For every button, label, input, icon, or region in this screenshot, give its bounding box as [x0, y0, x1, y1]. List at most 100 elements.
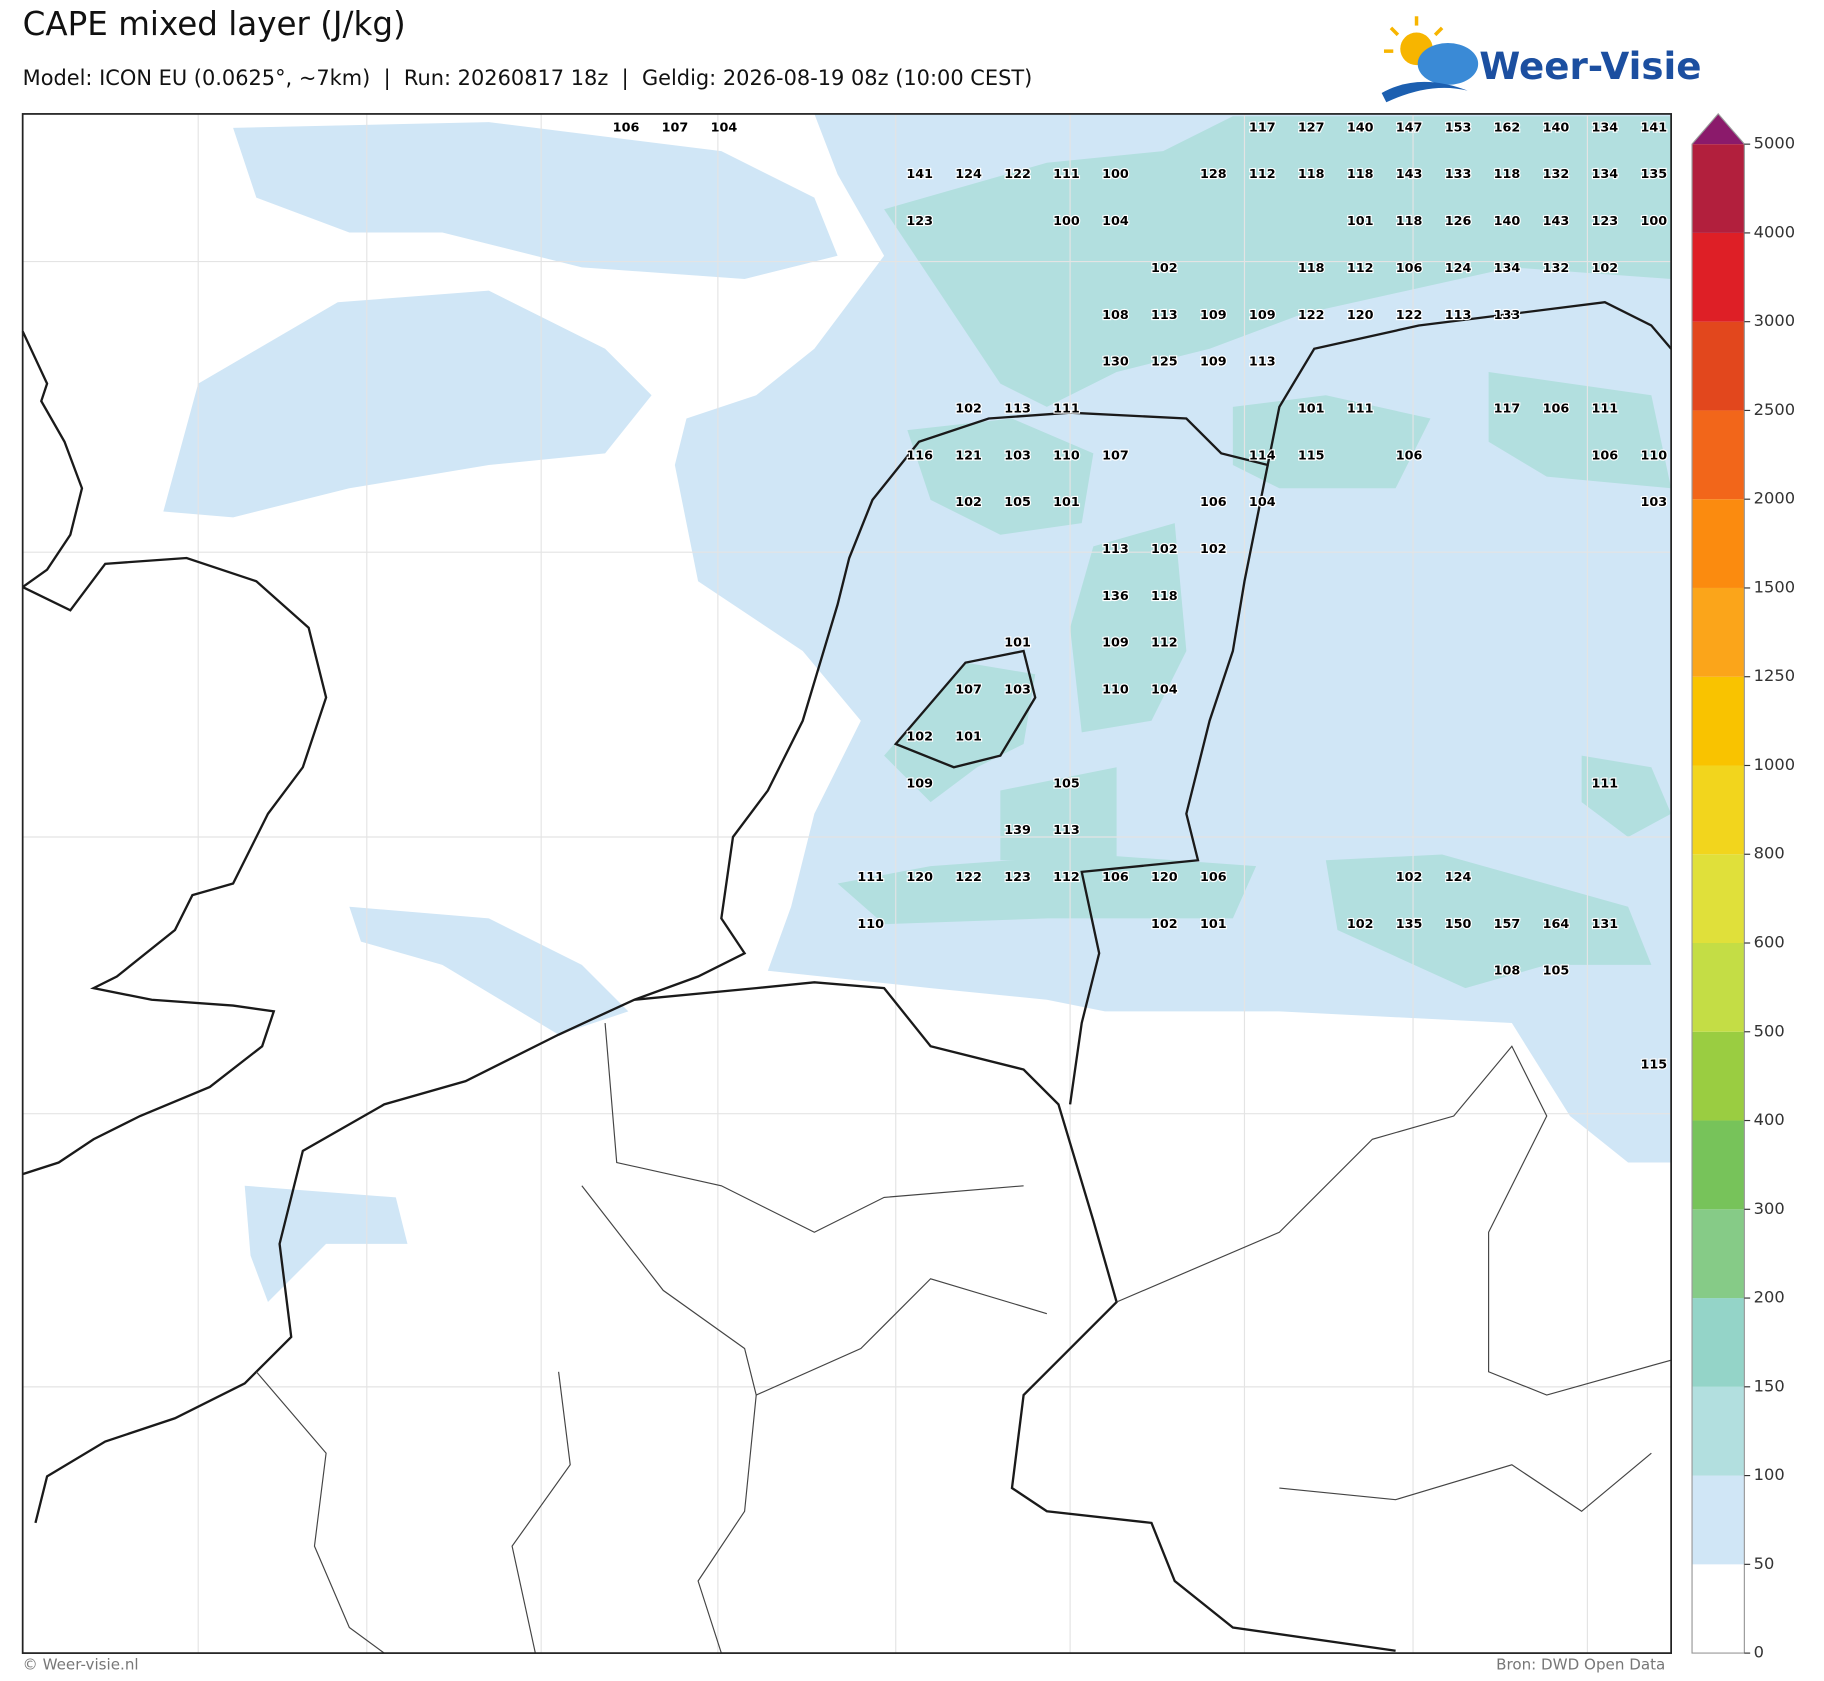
cape-value: 135 — [1640, 167, 1667, 182]
cape-value: 128 — [1200, 167, 1227, 182]
cape-value: 104 — [1249, 495, 1276, 510]
cape-value: 112 — [1053, 870, 1080, 885]
colorbar-band — [1692, 321, 1745, 411]
cape-value: 134 — [1592, 120, 1619, 135]
colorbar-band — [1692, 232, 1745, 322]
cape-value: 122 — [1004, 167, 1031, 182]
cape-value: 116 — [906, 448, 933, 463]
colorbar-band — [1692, 1031, 1745, 1121]
cape-value: 102 — [1396, 870, 1423, 885]
cape-value: 121 — [955, 448, 982, 463]
cape-value: 117 — [1249, 120, 1276, 135]
cape-value: 150 — [1445, 917, 1472, 932]
colorbar-band — [1692, 1209, 1745, 1299]
cape-value: 113 — [1004, 401, 1031, 416]
cape-value: 118 — [1298, 167, 1325, 182]
cape-value: 112 — [1151, 636, 1178, 651]
cape-value: 106 — [1592, 448, 1619, 463]
cape-value: 105 — [1543, 964, 1570, 979]
cape-value: 110 — [1053, 448, 1080, 463]
cape-value: 102 — [1592, 261, 1619, 276]
cape-value: 113 — [1249, 355, 1276, 370]
colorbar-tick-label: 1000 — [1754, 755, 1795, 774]
cape-value: 102 — [1200, 542, 1227, 557]
cape-value: 111 — [1347, 401, 1374, 416]
cape-value: 141 — [1640, 120, 1667, 135]
cape-value: 123 — [906, 214, 933, 229]
colorbar-tick-label: 3000 — [1754, 311, 1795, 330]
cape-value: 141 — [906, 167, 933, 182]
cape-value: 122 — [1298, 308, 1325, 323]
cape-value: 109 — [1200, 355, 1227, 370]
cape-value: 134 — [1592, 167, 1619, 182]
cape-value: 112 — [1249, 167, 1276, 182]
cape-value: 118 — [1396, 214, 1423, 229]
cape-value: 103 — [1004, 683, 1031, 698]
colorbar-tick-label: 1250 — [1754, 666, 1795, 685]
colorbar-tick-label: 1500 — [1754, 577, 1795, 596]
colorbar-tick-label: 150 — [1754, 1376, 1785, 1395]
logo: Weer-Visie — [1381, 16, 1701, 103]
cape-value: 153 — [1445, 120, 1472, 135]
cape-value: 113 — [1445, 308, 1472, 323]
cape-value: 157 — [1494, 917, 1521, 932]
cape-value: 112 — [1347, 261, 1374, 276]
cape-value: 101 — [1004, 636, 1031, 651]
colorbar-tick-label: 600 — [1754, 933, 1785, 952]
source: Bron: DWD Open Data — [1496, 1655, 1665, 1673]
cape-value: 107 — [1102, 448, 1129, 463]
cape-value: 111 — [857, 870, 884, 885]
cape-value: 102 — [1151, 917, 1178, 932]
cape-value: 140 — [1347, 120, 1374, 135]
colorbar-tick-label: 5000 — [1754, 134, 1795, 153]
colorbar-extend — [1692, 113, 1745, 145]
cape-value: 104 — [1102, 214, 1129, 229]
cape-value: 102 — [955, 495, 982, 510]
cape-value: 124 — [1445, 261, 1472, 276]
colorbar-band — [1692, 1564, 1745, 1654]
cape-value: 102 — [906, 729, 933, 744]
cape-value: 106 — [1200, 495, 1227, 510]
cape-value: 117 — [1494, 401, 1521, 416]
cape-value: 110 — [1102, 683, 1129, 698]
cape-value: 111 — [1592, 401, 1619, 416]
cape-value: 120 — [1347, 308, 1374, 323]
cape-value: 114 — [1249, 448, 1276, 463]
cape-value: 109 — [1200, 308, 1227, 323]
colorbar-band — [1692, 676, 1745, 766]
map-frame: 106 107 104 117 127 140 147 153 162 140 134 141 141 1… — [21, 113, 1673, 1654]
cape-value: 109 — [906, 776, 933, 791]
cape-value: 162 — [1494, 120, 1521, 135]
colorbar-tick-label: 100 — [1754, 1465, 1785, 1484]
cape-value: 100 — [1053, 214, 1080, 229]
cape-value: 123 — [1004, 870, 1031, 885]
cape-value: 111 — [1053, 167, 1080, 182]
cape-value: 103 — [1640, 495, 1667, 510]
cape-value: 125 — [1151, 355, 1178, 370]
cape-value: 127 — [1298, 120, 1325, 135]
cape-value: 122 — [955, 870, 982, 885]
cape-value: 110 — [857, 917, 884, 932]
cape-value: 111 — [1592, 776, 1619, 791]
colorbar-band — [1692, 943, 1745, 1032]
colorbar-tick-label: 500 — [1754, 1021, 1785, 1040]
colorbar-tick-label: 2000 — [1754, 489, 1795, 508]
cape-value: 143 — [1543, 214, 1570, 229]
cape-value: 115 — [1640, 1057, 1667, 1072]
cape-value: 131 — [1592, 917, 1619, 932]
cape-value: 122 — [1396, 308, 1423, 323]
colorbar-band — [1692, 765, 1745, 855]
cape-value: 107 — [662, 120, 689, 135]
cape-value: 109 — [1249, 308, 1276, 323]
colorbar-tick-label: 0 — [1754, 1643, 1764, 1662]
cape-value: 140 — [1494, 214, 1521, 229]
cape-value: 113 — [1053, 823, 1080, 838]
cape-value: 106 — [1543, 401, 1570, 416]
colorbar-band — [1692, 587, 1745, 677]
cape-value: 107 — [955, 683, 982, 698]
cape-value: 118 — [1494, 167, 1521, 182]
colorbar-band — [1692, 854, 1745, 944]
cape-value: 106 — [1396, 448, 1423, 463]
cape-value: 101 — [1053, 495, 1080, 510]
